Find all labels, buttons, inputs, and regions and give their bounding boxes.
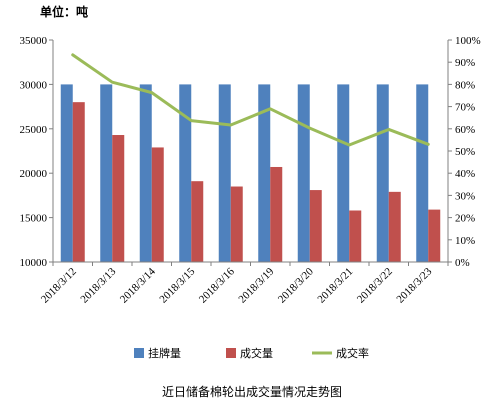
x-tick-label: 2018/3/12	[39, 266, 79, 306]
y-left-tick-label: 35000	[20, 35, 48, 47]
y-right-tick-label: 70%	[455, 102, 475, 114]
y-right-tick-label: 50%	[455, 146, 475, 158]
bar-traded	[112, 135, 125, 262]
legend-label: 成交率	[336, 346, 369, 360]
chart-caption: 近日储备棉轮出成交量情况走势图	[162, 384, 342, 399]
x-tick-label: 2018/3/15	[157, 265, 197, 305]
y-left-tick-label: 15000	[20, 213, 48, 225]
y-right-tick-label: 30%	[455, 190, 475, 202]
y-right-tick-label: 60%	[455, 124, 475, 136]
bar-listed	[376, 84, 389, 263]
x-tick-label: 2018/3/16	[197, 265, 237, 305]
y-left-tick-label: 25000	[20, 124, 48, 136]
bar-listed	[179, 84, 192, 263]
rate-line	[71, 53, 430, 147]
bar-listed	[258, 84, 271, 263]
legend-label: 成交量	[240, 346, 273, 360]
bar-listed	[60, 84, 73, 263]
y-right-tick-label: 90%	[455, 57, 475, 69]
y-right-tick-label: 40%	[455, 168, 475, 180]
bar-traded	[428, 209, 441, 262]
bar-traded	[270, 166, 283, 262]
y-right-tick-label: 0%	[455, 257, 470, 269]
legend-swatch	[226, 348, 236, 358]
bars-layer	[60, 84, 441, 263]
y-right-tick-label: 100%	[455, 35, 481, 47]
x-tick-label: 2018/3/13	[78, 265, 118, 305]
bar-listed	[100, 84, 113, 263]
y-left-tick-label: 20000	[20, 168, 48, 180]
x-tick-label: 2018/3/14	[118, 265, 158, 305]
bar-traded	[349, 210, 362, 262]
bar-traded	[388, 191, 401, 262]
y-left-tick-label: 10000	[20, 257, 48, 269]
y-right-tick-label: 10%	[455, 235, 475, 247]
x-tick-label: 2018/3/22	[355, 266, 395, 306]
legend-swatch	[134, 348, 144, 358]
bar-listed	[416, 84, 429, 263]
bar-traded	[151, 147, 164, 262]
x-tick-label: 2018/3/20	[276, 265, 316, 305]
rate-line-layer	[71, 53, 430, 147]
bar-listed	[139, 84, 152, 263]
legend-label: 挂牌量	[148, 346, 181, 360]
x-tick-label: 2018/3/21	[315, 266, 355, 306]
unit-label: 单位：吨	[40, 4, 88, 19]
bar-traded	[230, 186, 243, 262]
bar-listed	[297, 84, 310, 263]
bar-listed	[337, 84, 350, 263]
bar-listed	[218, 84, 231, 263]
y-left-tick-label: 30000	[20, 79, 48, 91]
bar-traded	[72, 102, 85, 262]
bar-traded	[309, 190, 322, 262]
y-right-tick-label: 80%	[455, 79, 475, 91]
axes-layer: 10000 15000 20000 25000 30000 35000 0% 10% 20% 30…	[20, 35, 481, 306]
bar-traded	[191, 181, 204, 262]
y-right-tick-label: 20%	[455, 213, 475, 225]
x-tick-label: 2018/3/19	[236, 265, 276, 305]
legend: 挂牌量 成交量 成交率	[134, 346, 369, 360]
x-tick-label: 2018/3/23	[394, 265, 434, 305]
